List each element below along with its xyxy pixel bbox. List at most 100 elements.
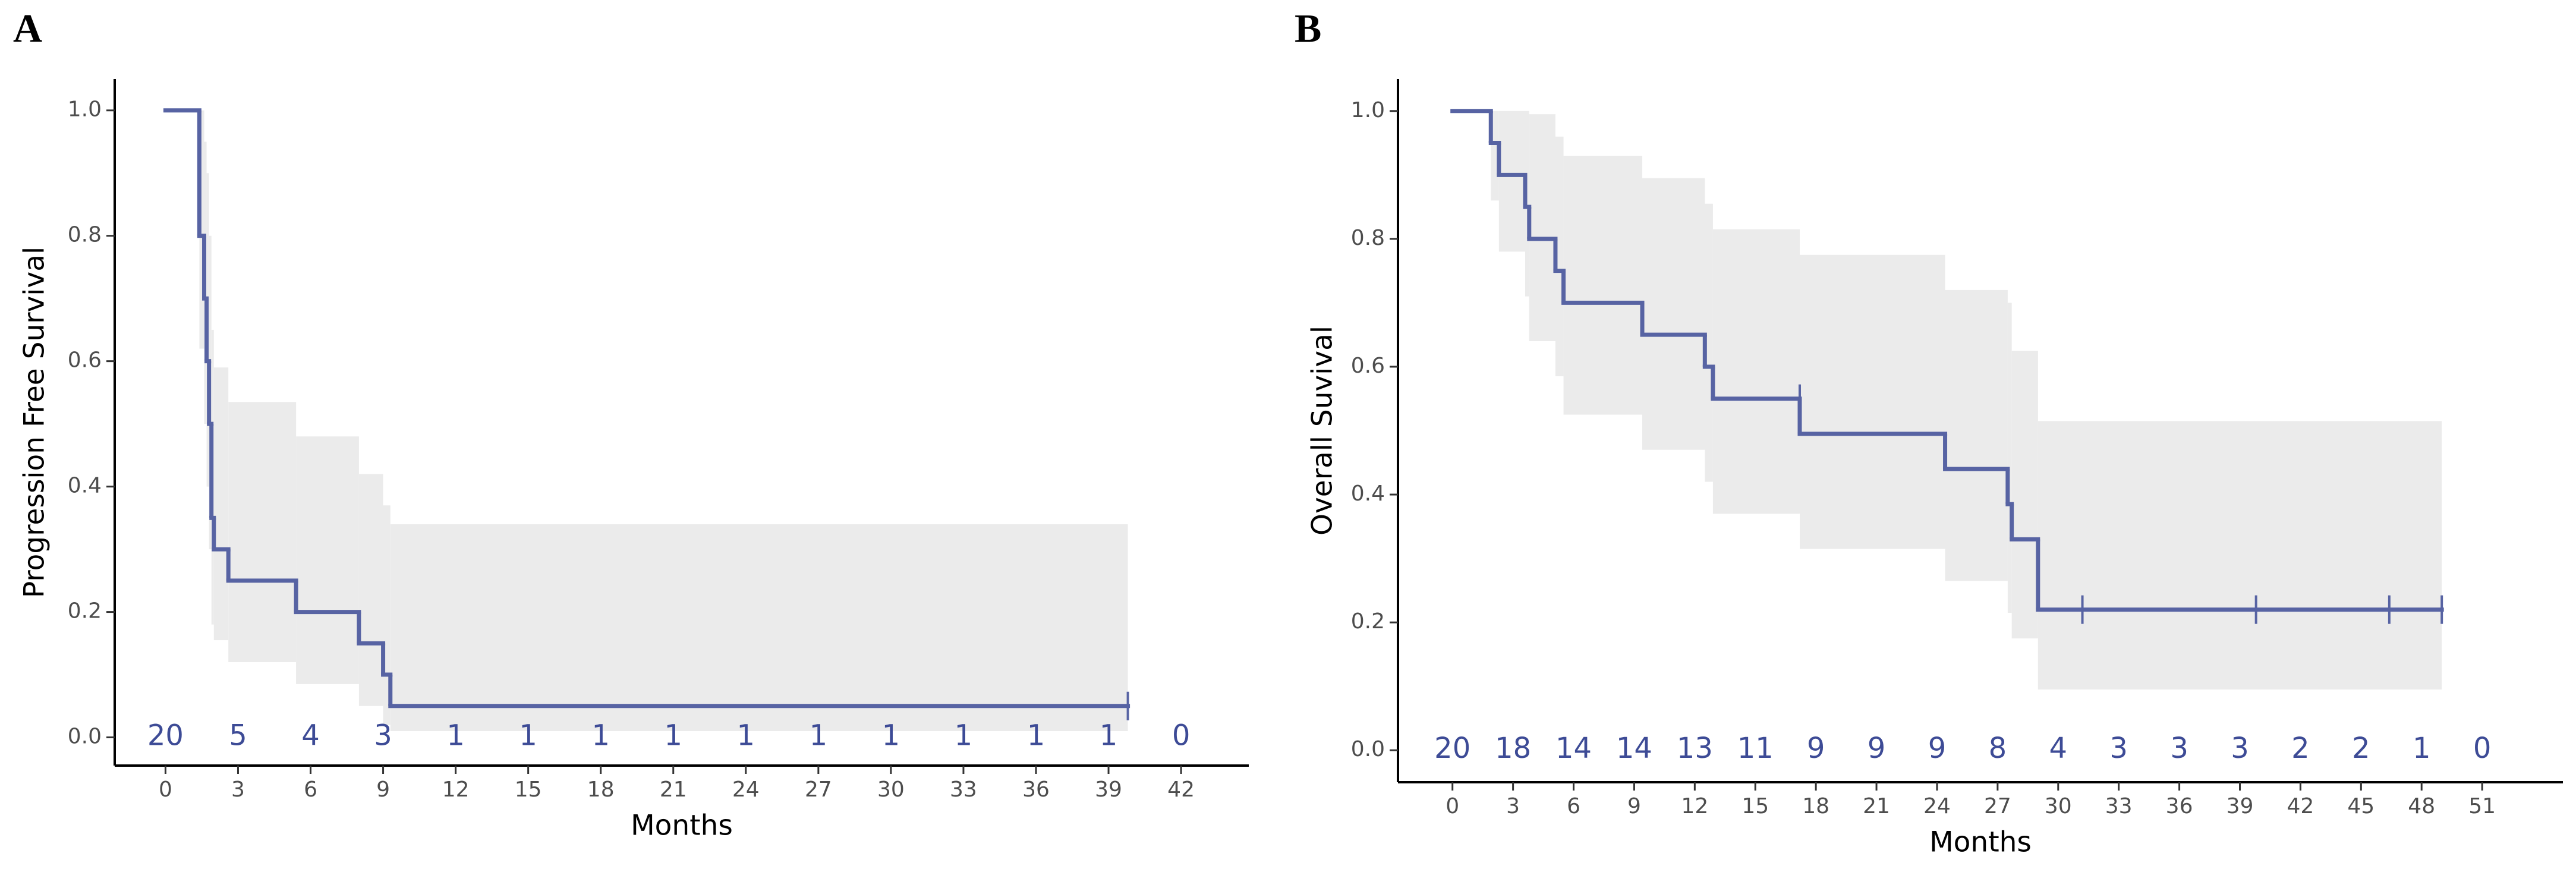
y-tick-label: 0.6 bbox=[1351, 354, 1385, 378]
at-risk-number: 20 bbox=[1434, 732, 1470, 765]
at-risk-number: 2 bbox=[2352, 732, 2370, 765]
at-risk-number: 0 bbox=[2473, 732, 2492, 765]
at-risk-number: 1 bbox=[519, 719, 537, 752]
panel-label: B bbox=[1295, 6, 1321, 51]
at-risk-number: 9 bbox=[1928, 732, 1947, 765]
at-risk-number: 1 bbox=[810, 719, 828, 752]
x-tick-label: 33 bbox=[2105, 794, 2133, 818]
at-risk-number: 1 bbox=[882, 719, 900, 752]
ci-band bbox=[1529, 114, 1555, 341]
y-tick-label: 0.8 bbox=[68, 223, 102, 247]
x-tick-label: 30 bbox=[877, 777, 905, 802]
x-tick-label: 12 bbox=[1681, 794, 1708, 818]
at-risk-number: 14 bbox=[1616, 732, 1652, 765]
at-risk-number: 3 bbox=[2170, 732, 2188, 765]
x-tick-label: 27 bbox=[1984, 794, 2011, 818]
x-axis-title: Months bbox=[631, 810, 733, 842]
x-tick-label: 18 bbox=[1802, 794, 1829, 818]
x-tick-label: 9 bbox=[1627, 794, 1641, 818]
x-tick-label: 9 bbox=[376, 777, 390, 802]
x-tick-label: 18 bbox=[587, 777, 615, 802]
ci-band bbox=[1555, 136, 1564, 377]
x-tick-label: 0 bbox=[159, 777, 172, 802]
at-risk-number: 4 bbox=[2049, 732, 2068, 765]
ci-band bbox=[358, 474, 383, 706]
x-tick-label: 48 bbox=[2408, 794, 2435, 818]
y-tick-label: 0.4 bbox=[1351, 481, 1385, 506]
x-tick-label: 12 bbox=[442, 777, 470, 802]
ci-band bbox=[199, 110, 204, 349]
x-tick-label: 39 bbox=[2227, 794, 2254, 818]
panel-label: A bbox=[13, 6, 42, 51]
x-tick-label: 3 bbox=[1506, 794, 1520, 818]
at-risk-number: 14 bbox=[1555, 732, 1592, 765]
x-tick-label: 45 bbox=[2347, 794, 2375, 818]
y-tick-label: 0.8 bbox=[1351, 226, 1385, 250]
ci-band bbox=[228, 402, 297, 662]
x-tick-label: 42 bbox=[2287, 794, 2314, 818]
at-risk-number: 1 bbox=[955, 719, 973, 752]
at-risk-number: 20 bbox=[147, 719, 184, 752]
x-tick-label: 51 bbox=[2468, 794, 2496, 818]
y-tick-label: 0.2 bbox=[1351, 609, 1385, 634]
x-tick-label: 15 bbox=[515, 777, 542, 802]
x-tick-label: 24 bbox=[1923, 794, 1951, 818]
x-tick-label: 42 bbox=[1167, 777, 1195, 802]
x-axis-title: Months bbox=[1929, 826, 2032, 859]
at-risk-number: 3 bbox=[2231, 732, 2249, 765]
at-risk-number: 13 bbox=[1677, 732, 1713, 765]
ci-band bbox=[1945, 289, 2008, 581]
x-tick-label: 36 bbox=[1022, 777, 1050, 802]
at-risk-number: 9 bbox=[1807, 732, 1825, 765]
ci-band bbox=[296, 436, 359, 684]
at-risk-number: 1 bbox=[1027, 719, 1045, 752]
at-risk-number: 18 bbox=[1495, 732, 1531, 765]
at-risk-number: 1 bbox=[1100, 719, 1118, 752]
y-tick-label: 0.0 bbox=[68, 725, 102, 749]
ci-band bbox=[2011, 351, 2038, 639]
at-risk-number: 1 bbox=[737, 719, 755, 752]
at-risk-number: 1 bbox=[2413, 732, 2431, 765]
y-axis-title: Progression Free Survival bbox=[18, 247, 51, 598]
at-risk-number: 3 bbox=[374, 719, 392, 752]
x-tick-label: 33 bbox=[950, 777, 977, 802]
x-tick-label: 36 bbox=[2166, 794, 2193, 818]
at-risk-number: 11 bbox=[1737, 732, 1774, 765]
x-tick-label: 21 bbox=[660, 777, 687, 802]
ci-band bbox=[1799, 254, 1945, 549]
at-risk-number: 0 bbox=[1172, 719, 1191, 752]
ci-band bbox=[2038, 421, 2442, 690]
y-tick-label: 1.0 bbox=[68, 97, 102, 122]
at-risk-number: 8 bbox=[1989, 732, 2007, 765]
x-tick-label: 24 bbox=[732, 777, 760, 802]
at-risk-number: 1 bbox=[664, 719, 682, 752]
x-tick-label: 27 bbox=[805, 777, 832, 802]
x-tick-label: 21 bbox=[1863, 794, 1890, 818]
x-tick-label: 3 bbox=[231, 777, 245, 802]
y-tick-label: 0.4 bbox=[68, 474, 102, 498]
x-tick-label: 6 bbox=[304, 777, 317, 802]
ci-band bbox=[1498, 111, 1526, 252]
at-risk-number: 3 bbox=[2109, 732, 2128, 765]
at-risk-number: 9 bbox=[1868, 732, 1886, 765]
x-tick-label: 0 bbox=[1446, 794, 1459, 818]
y-axis-title: Overall Suvival bbox=[1306, 326, 1339, 536]
at-risk-number: 2 bbox=[2291, 732, 2310, 765]
ci-band bbox=[1563, 156, 1643, 415]
x-tick-label: 6 bbox=[1567, 794, 1580, 818]
y-tick-label: 1.0 bbox=[1351, 98, 1385, 122]
y-tick-label: 0.0 bbox=[1351, 737, 1385, 761]
at-risk-number: 1 bbox=[446, 719, 465, 752]
ci-band bbox=[1705, 203, 1713, 482]
x-tick-label: 39 bbox=[1095, 777, 1122, 802]
at-risk-number: 4 bbox=[301, 719, 320, 752]
ci-band bbox=[390, 524, 1128, 731]
x-tick-label: 30 bbox=[2045, 794, 2072, 818]
y-tick-label: 0.6 bbox=[68, 348, 102, 373]
ci-band bbox=[2007, 303, 2012, 613]
ci-band bbox=[1642, 178, 1705, 450]
x-tick-label: 15 bbox=[1742, 794, 1769, 818]
y-tick-label: 0.2 bbox=[68, 599, 102, 624]
at-risk-number: 5 bbox=[229, 719, 247, 752]
